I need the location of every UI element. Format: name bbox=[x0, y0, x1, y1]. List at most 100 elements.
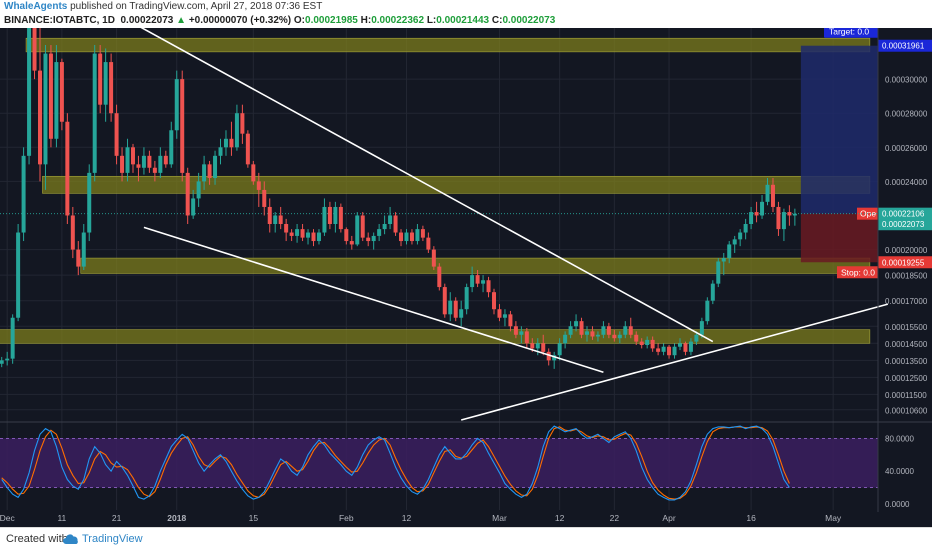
candle-body bbox=[530, 343, 535, 349]
candle-body bbox=[169, 130, 174, 165]
symbol-label[interactable]: BINANCE:IOTABTC, 1D bbox=[4, 15, 115, 26]
candle-body bbox=[38, 70, 42, 165]
high-label: H: bbox=[360, 15, 372, 26]
y-tick-label: 0.00028000 bbox=[885, 110, 928, 119]
trendline[interactable] bbox=[111, 28, 714, 343]
x-tick-label: Dec bbox=[0, 513, 15, 523]
candle-body bbox=[601, 326, 606, 335]
candle-body bbox=[481, 280, 486, 284]
stop-badge[interactable] bbox=[837, 266, 878, 279]
ohlc-line: BINANCE:IOTABTC, 1D 0.00022073 ▲ +0.0000… bbox=[4, 15, 555, 27]
candle-body bbox=[152, 167, 157, 173]
candle-body bbox=[585, 331, 589, 335]
stoch-k-line bbox=[1, 425, 790, 501]
candle-body bbox=[656, 348, 661, 352]
stoch-y-tick: 80.0000 bbox=[885, 434, 914, 443]
candle-body bbox=[694, 334, 699, 342]
candle-body bbox=[667, 346, 672, 356]
price-badge bbox=[878, 256, 932, 269]
candle-body bbox=[218, 147, 223, 156]
candle-body bbox=[103, 62, 108, 105]
candle-body bbox=[442, 287, 447, 315]
candle-body bbox=[48, 53, 53, 139]
y-tick-label: 0.00017000 bbox=[885, 297, 928, 306]
close-label: C: bbox=[491, 15, 503, 26]
x-tick-label: Apr bbox=[662, 513, 675, 523]
x-tick-label: Feb bbox=[339, 513, 354, 523]
candle-body bbox=[92, 53, 97, 173]
candle-body bbox=[213, 155, 218, 178]
author-link[interactable]: WhaleAgents bbox=[4, 1, 68, 12]
candle-body bbox=[677, 343, 682, 347]
candle-body bbox=[754, 212, 759, 216]
tradingview-cloud-icon bbox=[63, 534, 78, 544]
candle-body bbox=[273, 215, 278, 224]
candle-body bbox=[492, 292, 497, 310]
candle-body bbox=[377, 229, 382, 236]
publish-line: WhaleAgents published on TradingView.com… bbox=[4, 1, 322, 13]
candle-body bbox=[426, 237, 431, 250]
candle-body bbox=[185, 172, 190, 216]
candle-body bbox=[519, 331, 524, 335]
candle-body bbox=[727, 244, 732, 259]
y-tick-label: 0.00026000 bbox=[885, 144, 928, 153]
candle-body bbox=[344, 229, 349, 242]
x-tick-label: 21 bbox=[112, 513, 122, 523]
candle-body bbox=[716, 261, 721, 284]
price-badge-label: 0.00022106 bbox=[882, 210, 925, 219]
long-position-tool[interactable]: Target: 0.0 Ope Stop: 0.0 bbox=[0, 28, 878, 279]
candle-body bbox=[563, 334, 568, 344]
trendline[interactable] bbox=[460, 303, 889, 421]
candle-body bbox=[524, 331, 529, 344]
candle-body bbox=[743, 224, 748, 233]
x-tick-label: 16 bbox=[746, 513, 756, 523]
candle-body bbox=[267, 206, 272, 224]
y-tick-label: 0.00013500 bbox=[885, 357, 928, 366]
candle-body bbox=[76, 249, 81, 267]
candle-body bbox=[661, 346, 666, 352]
candle-body bbox=[475, 275, 480, 284]
price-badge bbox=[878, 39, 932, 52]
price-badge-label: 0.00019255 bbox=[882, 258, 925, 267]
candle-body bbox=[21, 155, 26, 233]
tradingview-brand[interactable]: TradingView bbox=[82, 533, 143, 545]
trendline[interactable] bbox=[143, 226, 604, 374]
y-tick-label: 0.00011500 bbox=[885, 391, 927, 400]
time-axis[interactable]: Dec 11 21 2018 15 Feb 12 Mar 12 22 Apr 16 May bbox=[0, 513, 842, 523]
target-area[interactable] bbox=[800, 45, 878, 214]
candle-body bbox=[437, 266, 442, 288]
price-axis[interactable]: 0.00030000 0.00028000 0.00026000 0.00024000… bbox=[877, 28, 932, 512]
candle-body bbox=[541, 343, 546, 352]
candle-body bbox=[207, 164, 212, 178]
candle-body bbox=[333, 206, 338, 224]
candle-body bbox=[125, 147, 130, 173]
low-value: 0.00021443 bbox=[436, 15, 490, 26]
candle-body bbox=[431, 249, 436, 267]
candle-body bbox=[595, 334, 600, 337]
candle-body bbox=[382, 224, 387, 230]
candle-body bbox=[399, 232, 404, 242]
candle-body bbox=[388, 215, 393, 224]
candle-body bbox=[497, 309, 502, 318]
stop-area[interactable] bbox=[800, 213, 878, 263]
candlestick-series bbox=[0, 28, 797, 369]
candle-body bbox=[32, 28, 37, 71]
candle-body bbox=[639, 341, 644, 346]
y-tick-label: 0.00030000 bbox=[885, 76, 928, 85]
x-tick-label: 2018 bbox=[167, 513, 186, 523]
stoch-y-tick: 0.0000 bbox=[885, 500, 910, 509]
candle-body bbox=[136, 164, 141, 168]
candle-body bbox=[409, 232, 414, 242]
candle-body bbox=[174, 79, 179, 131]
stoch-y-tick: 40.0000 bbox=[885, 467, 914, 476]
x-tick-label: Mar bbox=[492, 513, 507, 523]
target-label: Target: 0.0 bbox=[829, 28, 869, 37]
y-tick-label: 0.00014500 bbox=[885, 340, 928, 349]
candle-body bbox=[590, 331, 595, 337]
price-badge bbox=[878, 218, 932, 231]
candle-body bbox=[459, 309, 464, 318]
candle-body bbox=[606, 326, 611, 335]
candle-body bbox=[141, 155, 146, 168]
target-badge[interactable] bbox=[824, 28, 878, 38]
